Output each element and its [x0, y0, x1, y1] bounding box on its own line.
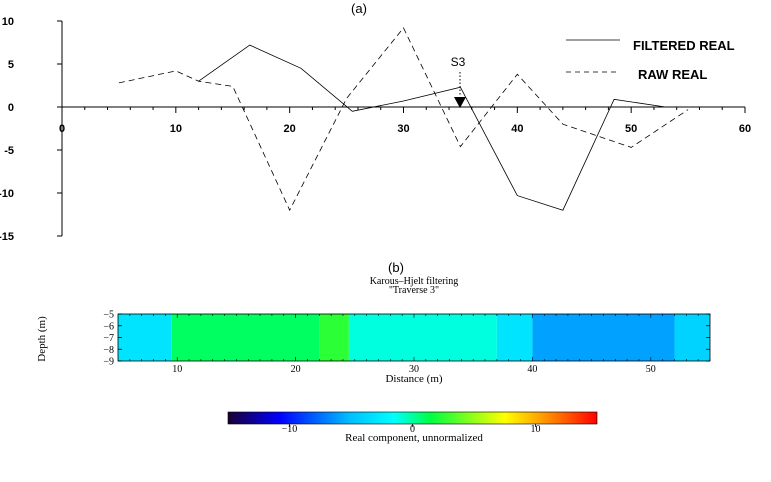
heatmap-y-tick-label: −8	[103, 345, 114, 356]
heatmap-zone	[497, 314, 533, 361]
heatmap-zone	[674, 314, 710, 361]
x-tick-label: 50	[625, 123, 637, 135]
heatmap-x-tick-label: 50	[646, 364, 656, 375]
heatmap-y-tick-label: −7	[103, 333, 114, 344]
heatmap-y-label: Depth (m)	[36, 316, 48, 362]
colorbar-tick-label: −10	[282, 424, 298, 435]
y-tick-label: 5	[8, 59, 14, 71]
heatmap-zone	[319, 314, 349, 361]
heatmap-panel: (b) Karous–Hjelt filtering "Traverse 3" …	[36, 260, 710, 444]
legend-label-raw: RAW REAL	[638, 67, 707, 82]
heatmap-cells	[118, 314, 710, 361]
heatmap-y-tick-label: −9	[103, 357, 114, 368]
y-tick-label: 0	[8, 102, 14, 114]
x-tick-label: 30	[397, 123, 409, 135]
s3-marker-arrow	[454, 97, 466, 108]
legend: FILTERED REAL RAW REAL	[566, 38, 735, 82]
y-tick-label: 10	[2, 16, 14, 28]
heatmap-zone	[349, 314, 497, 361]
x-tick-label: 10	[170, 123, 182, 135]
heatmap-subtitle: "Traverse 3"	[389, 285, 439, 296]
heatmap-zone	[171, 314, 319, 361]
s3-marker-label: S3	[451, 55, 466, 69]
x-tick-label: 20	[284, 123, 296, 135]
y-tick-label: -15	[0, 231, 14, 243]
colorbar-label: Real component, unnormalized	[345, 432, 483, 444]
legend-label-filtered: FILTERED REAL	[633, 38, 735, 53]
y-tick-label: -10	[0, 188, 14, 200]
heatmap-x-label: Distance (m)	[385, 373, 442, 385]
series-line-raw-real	[119, 28, 688, 210]
heatmap-zone	[532, 314, 674, 361]
x-tick-label: 40	[511, 123, 523, 135]
heatmap-y-tick-label: −5	[103, 310, 114, 321]
series-group	[119, 28, 688, 210]
heatmap-x-tick-label: 20	[291, 364, 301, 375]
colorbar-tick-label: 10	[531, 424, 541, 435]
panel-b-label: (b)	[388, 260, 404, 275]
series-line-filtered-real	[199, 45, 666, 210]
heatmap-y-tick-label: −6	[103, 321, 114, 332]
panel-a-label: (a)	[351, 1, 367, 16]
heatmap-x-tick-label: 40	[527, 364, 537, 375]
heatmap-x-tick-label: 10	[172, 364, 182, 375]
x-tick-label: 60	[739, 123, 751, 135]
colorbar	[228, 412, 597, 424]
heatmap-zone	[118, 314, 171, 361]
y-tick-label: -5	[4, 145, 14, 157]
x-tick-label: 0	[59, 123, 65, 135]
